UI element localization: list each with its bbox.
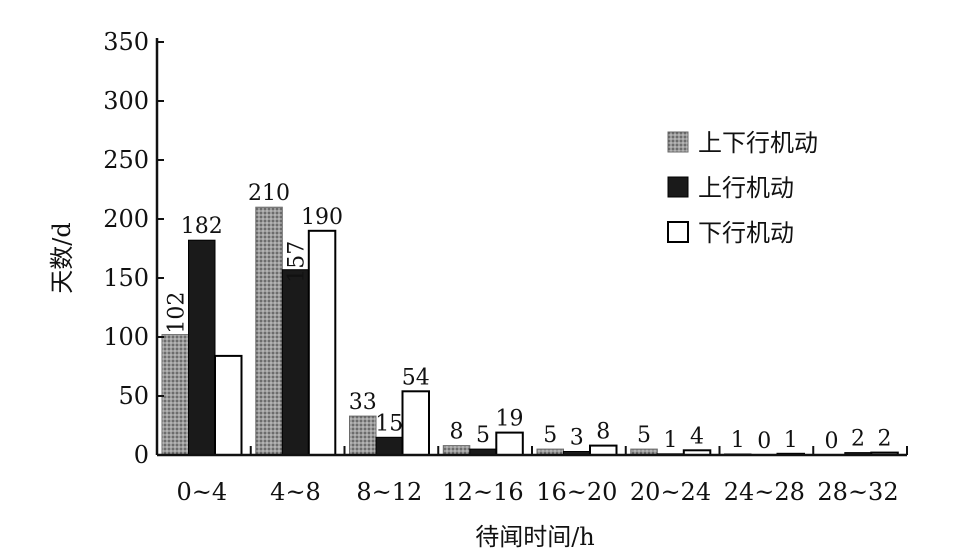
- bar-1-8~12: [349, 415, 377, 456]
- y-tick-label-300: 300: [103, 87, 149, 115]
- data-label-s1-20~24: 5: [637, 423, 651, 448]
- data-label-s3-8~12: 54: [402, 365, 430, 390]
- data-label-s1-28~32: 0: [825, 429, 839, 454]
- y-tick-label-100: 100: [103, 323, 149, 351]
- data-label-s2-0~4: 182: [181, 214, 223, 239]
- data-label-s3-12~16: 19: [496, 407, 524, 432]
- x-tick-label-8~12: 8~12: [356, 478, 422, 506]
- data-label-s3-24~28: 1: [784, 428, 798, 453]
- legend-label-3: 下行机动: [698, 219, 794, 247]
- x-tick-label-16~20: 16~20: [536, 478, 617, 506]
- bar-1-12~16: [442, 445, 471, 456]
- data-label-s2-4~8: 157: [285, 241, 310, 283]
- data-label-s2-28~32: 2: [851, 427, 865, 452]
- data-label-s3-20~24: 4: [690, 424, 704, 449]
- y-tick-label-350: 350: [103, 28, 149, 56]
- data-label-s2-8~12: 15: [375, 411, 403, 436]
- data-label-s1-4~8: 210: [248, 181, 290, 206]
- legend-swatch-1: [667, 131, 689, 153]
- data-label-s1-16~20: 5: [543, 423, 557, 448]
- x-tick-label-0~4: 0~4: [176, 478, 227, 506]
- data-label-s1-0~4: 102: [164, 292, 189, 334]
- data-label-s2-16~20: 3: [570, 426, 584, 451]
- x-tick-label-12~16: 12~16: [442, 478, 523, 506]
- x-tick-label-20~24: 20~24: [630, 478, 711, 506]
- bar-3-12~16: [495, 431, 524, 457]
- legend-swatch-2: [667, 176, 689, 198]
- bar-3-4~8: [307, 229, 337, 456]
- y-tick-label-150: 150: [103, 264, 149, 292]
- x-axis-title: 待闻时间/h: [475, 523, 595, 551]
- y-tick-label-250: 250: [103, 146, 149, 174]
- y-tick-label-0: 0: [134, 441, 149, 469]
- y-axis-title: 天数/d: [48, 222, 76, 293]
- bars-layer: [161, 206, 899, 457]
- data-label-s3-4~8: 190: [301, 205, 343, 230]
- legend-swatch-3: [667, 221, 689, 243]
- legend-label-1: 上下行机动: [698, 129, 818, 157]
- bar-3-0~4: [214, 354, 243, 456]
- data-label-s2-20~24: 1: [664, 428, 678, 453]
- data-label-s2-24~28: 0: [757, 429, 771, 454]
- x-tick-label-28~32: 28~32: [817, 478, 898, 506]
- x-tick-label-4~8: 4~8: [270, 478, 321, 506]
- data-label-s1-12~16: 8: [450, 420, 464, 445]
- bar-2-8~12: [375, 436, 403, 456]
- bar-2-4~8: [281, 269, 310, 456]
- data-label-s2-12~16: 5: [476, 423, 490, 448]
- bar-1-0~4: [161, 334, 189, 456]
- legend-label-2: 上行机动: [698, 174, 794, 202]
- y-tick-label-200: 200: [103, 205, 149, 233]
- bar-2-0~4: [188, 239, 216, 456]
- bar-3-8~12: [401, 390, 430, 456]
- y-tick-label-50: 50: [118, 382, 149, 410]
- bar-1-4~8: [255, 206, 283, 456]
- data-label-s1-24~28: 1: [731, 428, 745, 453]
- x-tick-label-24~28: 24~28: [724, 478, 805, 506]
- data-label-s1-8~12: 33: [349, 390, 377, 415]
- bar-3-16~20: [589, 444, 618, 457]
- data-label-s3-16~20: 8: [596, 420, 610, 445]
- data-label-s3-28~32: 2: [878, 427, 892, 452]
